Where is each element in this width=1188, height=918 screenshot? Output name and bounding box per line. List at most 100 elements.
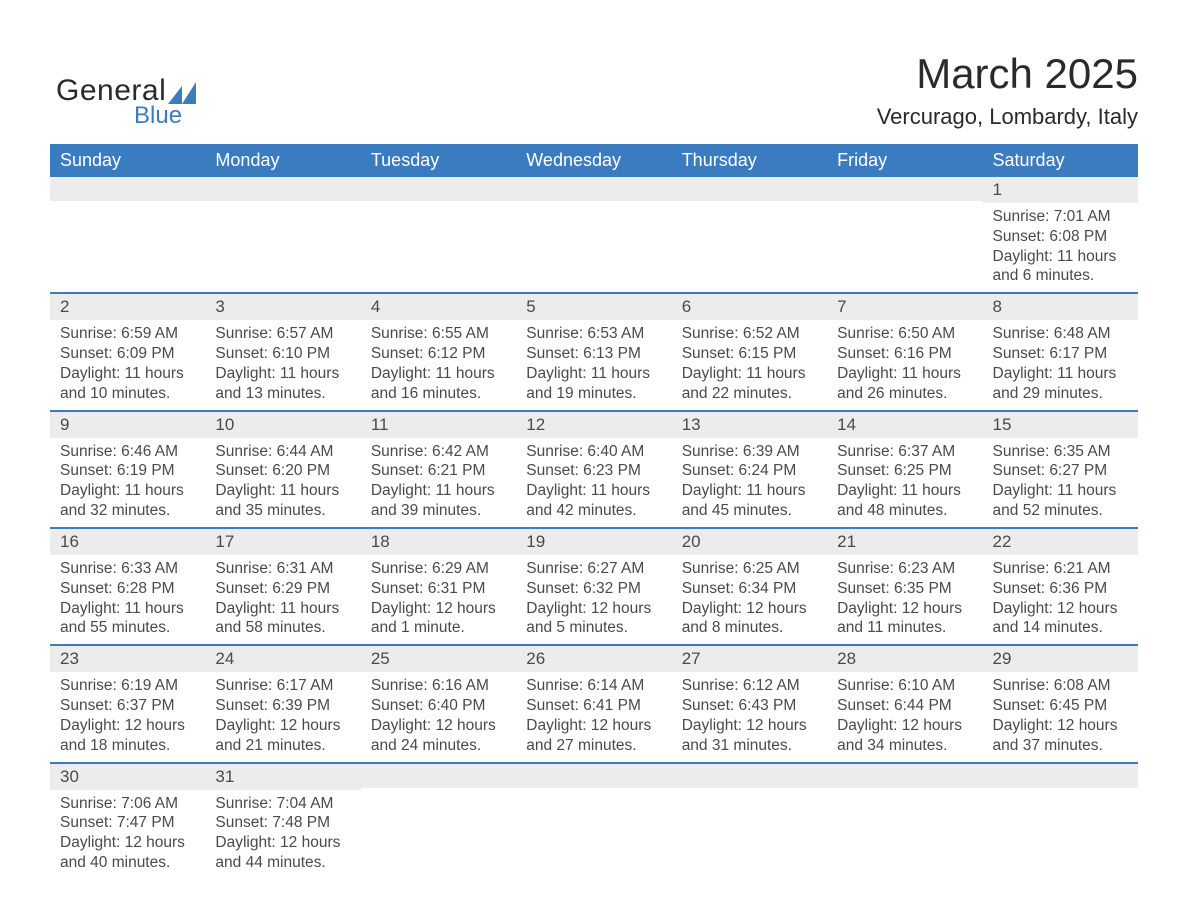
- day-detail-line: Daylight: 12 hours and 11 minutes.: [837, 599, 972, 639]
- day-detail-line: Sunrise: 6:35 AM: [993, 442, 1128, 462]
- calendar-cell: 14Sunrise: 6:37 AMSunset: 6:25 PMDayligh…: [827, 411, 982, 528]
- logo-swoosh-icon: [168, 82, 196, 104]
- day-number: 25: [361, 646, 516, 672]
- day-detail-line: Sunset: 6:36 PM: [993, 579, 1128, 599]
- day-details: Sunrise: 6:55 AMSunset: 6:12 PMDaylight:…: [361, 320, 516, 409]
- calendar-cell: 22Sunrise: 6:21 AMSunset: 6:36 PMDayligh…: [983, 528, 1138, 645]
- day-detail-line: Sunrise: 6:17 AM: [215, 676, 350, 696]
- day-detail-line: Sunset: 6:21 PM: [371, 461, 506, 481]
- day-detail-line: Sunrise: 6:44 AM: [215, 442, 350, 462]
- day-detail-line: Daylight: 11 hours and 6 minutes.: [993, 247, 1128, 287]
- calendar-cell: 19Sunrise: 6:27 AMSunset: 6:32 PMDayligh…: [516, 528, 671, 645]
- calendar-week-row: 9Sunrise: 6:46 AMSunset: 6:19 PMDaylight…: [50, 411, 1138, 528]
- day-detail-line: Sunrise: 6:29 AM: [371, 559, 506, 579]
- day-details: Sunrise: 6:16 AMSunset: 6:40 PMDaylight:…: [361, 672, 516, 761]
- day-detail-line: Daylight: 12 hours and 40 minutes.: [60, 833, 195, 873]
- day-detail-line: Sunset: 6:17 PM: [993, 344, 1128, 364]
- calendar-cell: 2Sunrise: 6:59 AMSunset: 6:09 PMDaylight…: [50, 293, 205, 410]
- day-details: Sunrise: 6:23 AMSunset: 6:35 PMDaylight:…: [827, 555, 982, 644]
- day-detail-line: Daylight: 12 hours and 5 minutes.: [526, 599, 661, 639]
- day-detail-line: Daylight: 12 hours and 8 minutes.: [682, 599, 817, 639]
- day-number: 17: [205, 529, 360, 555]
- top-bar: General Blue March 2025 Vercurago, Lomba…: [50, 50, 1138, 130]
- calendar-cell: 7Sunrise: 6:50 AMSunset: 6:16 PMDaylight…: [827, 293, 982, 410]
- day-detail-line: Sunset: 6:12 PM: [371, 344, 506, 364]
- day-number: 3: [205, 294, 360, 320]
- day-details: Sunrise: 6:59 AMSunset: 6:09 PMDaylight:…: [50, 320, 205, 409]
- day-number: 5: [516, 294, 671, 320]
- calendar-cell: 5Sunrise: 6:53 AMSunset: 6:13 PMDaylight…: [516, 293, 671, 410]
- day-detail-line: Daylight: 11 hours and 26 minutes.: [837, 364, 972, 404]
- day-details: Sunrise: 7:06 AMSunset: 7:47 PMDaylight:…: [50, 790, 205, 879]
- day-detail-line: Sunset: 6:32 PM: [526, 579, 661, 599]
- title-block: March 2025 Vercurago, Lombardy, Italy: [877, 50, 1138, 130]
- day-details: [205, 201, 360, 271]
- day-number: 6: [672, 294, 827, 320]
- calendar-cell: 16Sunrise: 6:33 AMSunset: 6:28 PMDayligh…: [50, 528, 205, 645]
- day-detail-line: Daylight: 11 hours and 55 minutes.: [60, 599, 195, 639]
- day-details: [672, 201, 827, 271]
- day-header: Friday: [827, 144, 982, 177]
- calendar-cell: 26Sunrise: 6:14 AMSunset: 6:41 PMDayligh…: [516, 645, 671, 762]
- day-details: Sunrise: 6:50 AMSunset: 6:16 PMDaylight:…: [827, 320, 982, 409]
- calendar-week-row: 1Sunrise: 7:01 AMSunset: 6:08 PMDaylight…: [50, 177, 1138, 293]
- day-number: 16: [50, 529, 205, 555]
- day-detail-line: Sunrise: 6:55 AM: [371, 324, 506, 344]
- day-detail-line: Sunrise: 6:19 AM: [60, 676, 195, 696]
- day-details: Sunrise: 6:40 AMSunset: 6:23 PMDaylight:…: [516, 438, 671, 527]
- page-title: March 2025: [877, 50, 1138, 98]
- day-details: [827, 788, 982, 858]
- day-detail-line: Sunset: 6:29 PM: [215, 579, 350, 599]
- day-detail-line: Sunrise: 6:16 AM: [371, 676, 506, 696]
- day-detail-line: Daylight: 11 hours and 52 minutes.: [993, 481, 1128, 521]
- calendar-cell: [672, 763, 827, 879]
- calendar-cell: [516, 177, 671, 293]
- day-number: 14: [827, 412, 982, 438]
- day-detail-line: Sunrise: 6:42 AM: [371, 442, 506, 462]
- day-detail-line: Daylight: 11 hours and 39 minutes.: [371, 481, 506, 521]
- day-details: Sunrise: 6:52 AMSunset: 6:15 PMDaylight:…: [672, 320, 827, 409]
- calendar-cell: 8Sunrise: 6:48 AMSunset: 6:17 PMDaylight…: [983, 293, 1138, 410]
- day-number: [516, 764, 671, 788]
- day-detail-line: Daylight: 11 hours and 48 minutes.: [837, 481, 972, 521]
- day-detail-line: Sunset: 6:16 PM: [837, 344, 972, 364]
- day-details: Sunrise: 6:44 AMSunset: 6:20 PMDaylight:…: [205, 438, 360, 527]
- day-number: 13: [672, 412, 827, 438]
- calendar-cell: 31Sunrise: 7:04 AMSunset: 7:48 PMDayligh…: [205, 763, 360, 879]
- calendar-header-row: Sunday Monday Tuesday Wednesday Thursday…: [50, 144, 1138, 177]
- calendar-table: Sunday Monday Tuesday Wednesday Thursday…: [50, 144, 1138, 879]
- day-detail-line: Sunset: 6:45 PM: [993, 696, 1128, 716]
- calendar-cell: 21Sunrise: 6:23 AMSunset: 6:35 PMDayligh…: [827, 528, 982, 645]
- day-header: Tuesday: [361, 144, 516, 177]
- day-details: Sunrise: 6:53 AMSunset: 6:13 PMDaylight:…: [516, 320, 671, 409]
- day-number: 24: [205, 646, 360, 672]
- day-detail-line: Sunset: 7:48 PM: [215, 813, 350, 833]
- calendar-cell: 3Sunrise: 6:57 AMSunset: 6:10 PMDaylight…: [205, 293, 360, 410]
- day-detail-line: Sunrise: 6:39 AM: [682, 442, 817, 462]
- day-number: [827, 764, 982, 788]
- calendar-cell: 20Sunrise: 6:25 AMSunset: 6:34 PMDayligh…: [672, 528, 827, 645]
- calendar-week-row: 23Sunrise: 6:19 AMSunset: 6:37 PMDayligh…: [50, 645, 1138, 762]
- calendar-cell: 25Sunrise: 6:16 AMSunset: 6:40 PMDayligh…: [361, 645, 516, 762]
- day-detail-line: Daylight: 11 hours and 42 minutes.: [526, 481, 661, 521]
- day-header: Monday: [205, 144, 360, 177]
- day-number: [983, 764, 1138, 788]
- day-detail-line: Sunset: 6:44 PM: [837, 696, 972, 716]
- day-detail-line: Sunrise: 6:48 AM: [993, 324, 1128, 344]
- day-details: Sunrise: 6:17 AMSunset: 6:39 PMDaylight:…: [205, 672, 360, 761]
- day-detail-line: Daylight: 12 hours and 1 minute.: [371, 599, 506, 639]
- day-header: Saturday: [983, 144, 1138, 177]
- day-detail-line: Daylight: 11 hours and 19 minutes.: [526, 364, 661, 404]
- day-details: Sunrise: 6:57 AMSunset: 6:10 PMDaylight:…: [205, 320, 360, 409]
- day-details: Sunrise: 6:39 AMSunset: 6:24 PMDaylight:…: [672, 438, 827, 527]
- day-detail-line: Sunrise: 7:06 AM: [60, 794, 195, 814]
- day-details: [672, 788, 827, 858]
- day-detail-line: Sunrise: 6:57 AM: [215, 324, 350, 344]
- day-detail-line: Daylight: 12 hours and 34 minutes.: [837, 716, 972, 756]
- day-detail-line: Sunset: 6:24 PM: [682, 461, 817, 481]
- calendar-cell: 28Sunrise: 6:10 AMSunset: 6:44 PMDayligh…: [827, 645, 982, 762]
- day-number: 22: [983, 529, 1138, 555]
- day-detail-line: Sunset: 6:08 PM: [993, 227, 1128, 247]
- day-detail-line: Daylight: 12 hours and 18 minutes.: [60, 716, 195, 756]
- day-detail-line: Sunset: 6:40 PM: [371, 696, 506, 716]
